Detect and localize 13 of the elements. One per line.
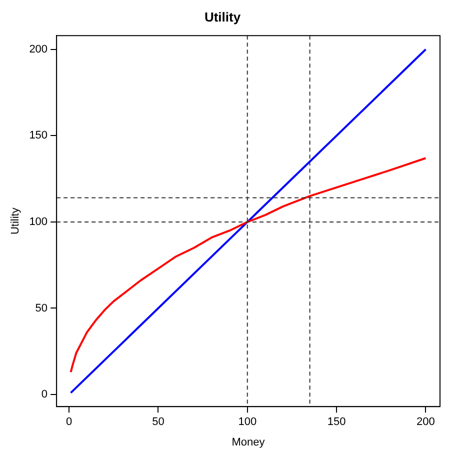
y-tick-label: 50 xyxy=(35,302,48,314)
x-axis-title: Money xyxy=(232,436,266,448)
x-tick-label: 200 xyxy=(416,416,435,428)
y-tick-label: 200 xyxy=(29,43,48,56)
y-axis-title: Utility xyxy=(10,207,22,235)
y-tick-label: 0 xyxy=(41,388,48,401)
chart-title: Utility xyxy=(204,9,242,24)
x-tick-label: 150 xyxy=(327,416,346,428)
y-tick-label: 150 xyxy=(29,130,48,142)
y-tick-label: 100 xyxy=(29,216,48,228)
x-tick-label: 100 xyxy=(238,416,257,428)
x-tick-label: 0 xyxy=(66,416,72,428)
x-tick-label: 50 xyxy=(152,416,164,428)
